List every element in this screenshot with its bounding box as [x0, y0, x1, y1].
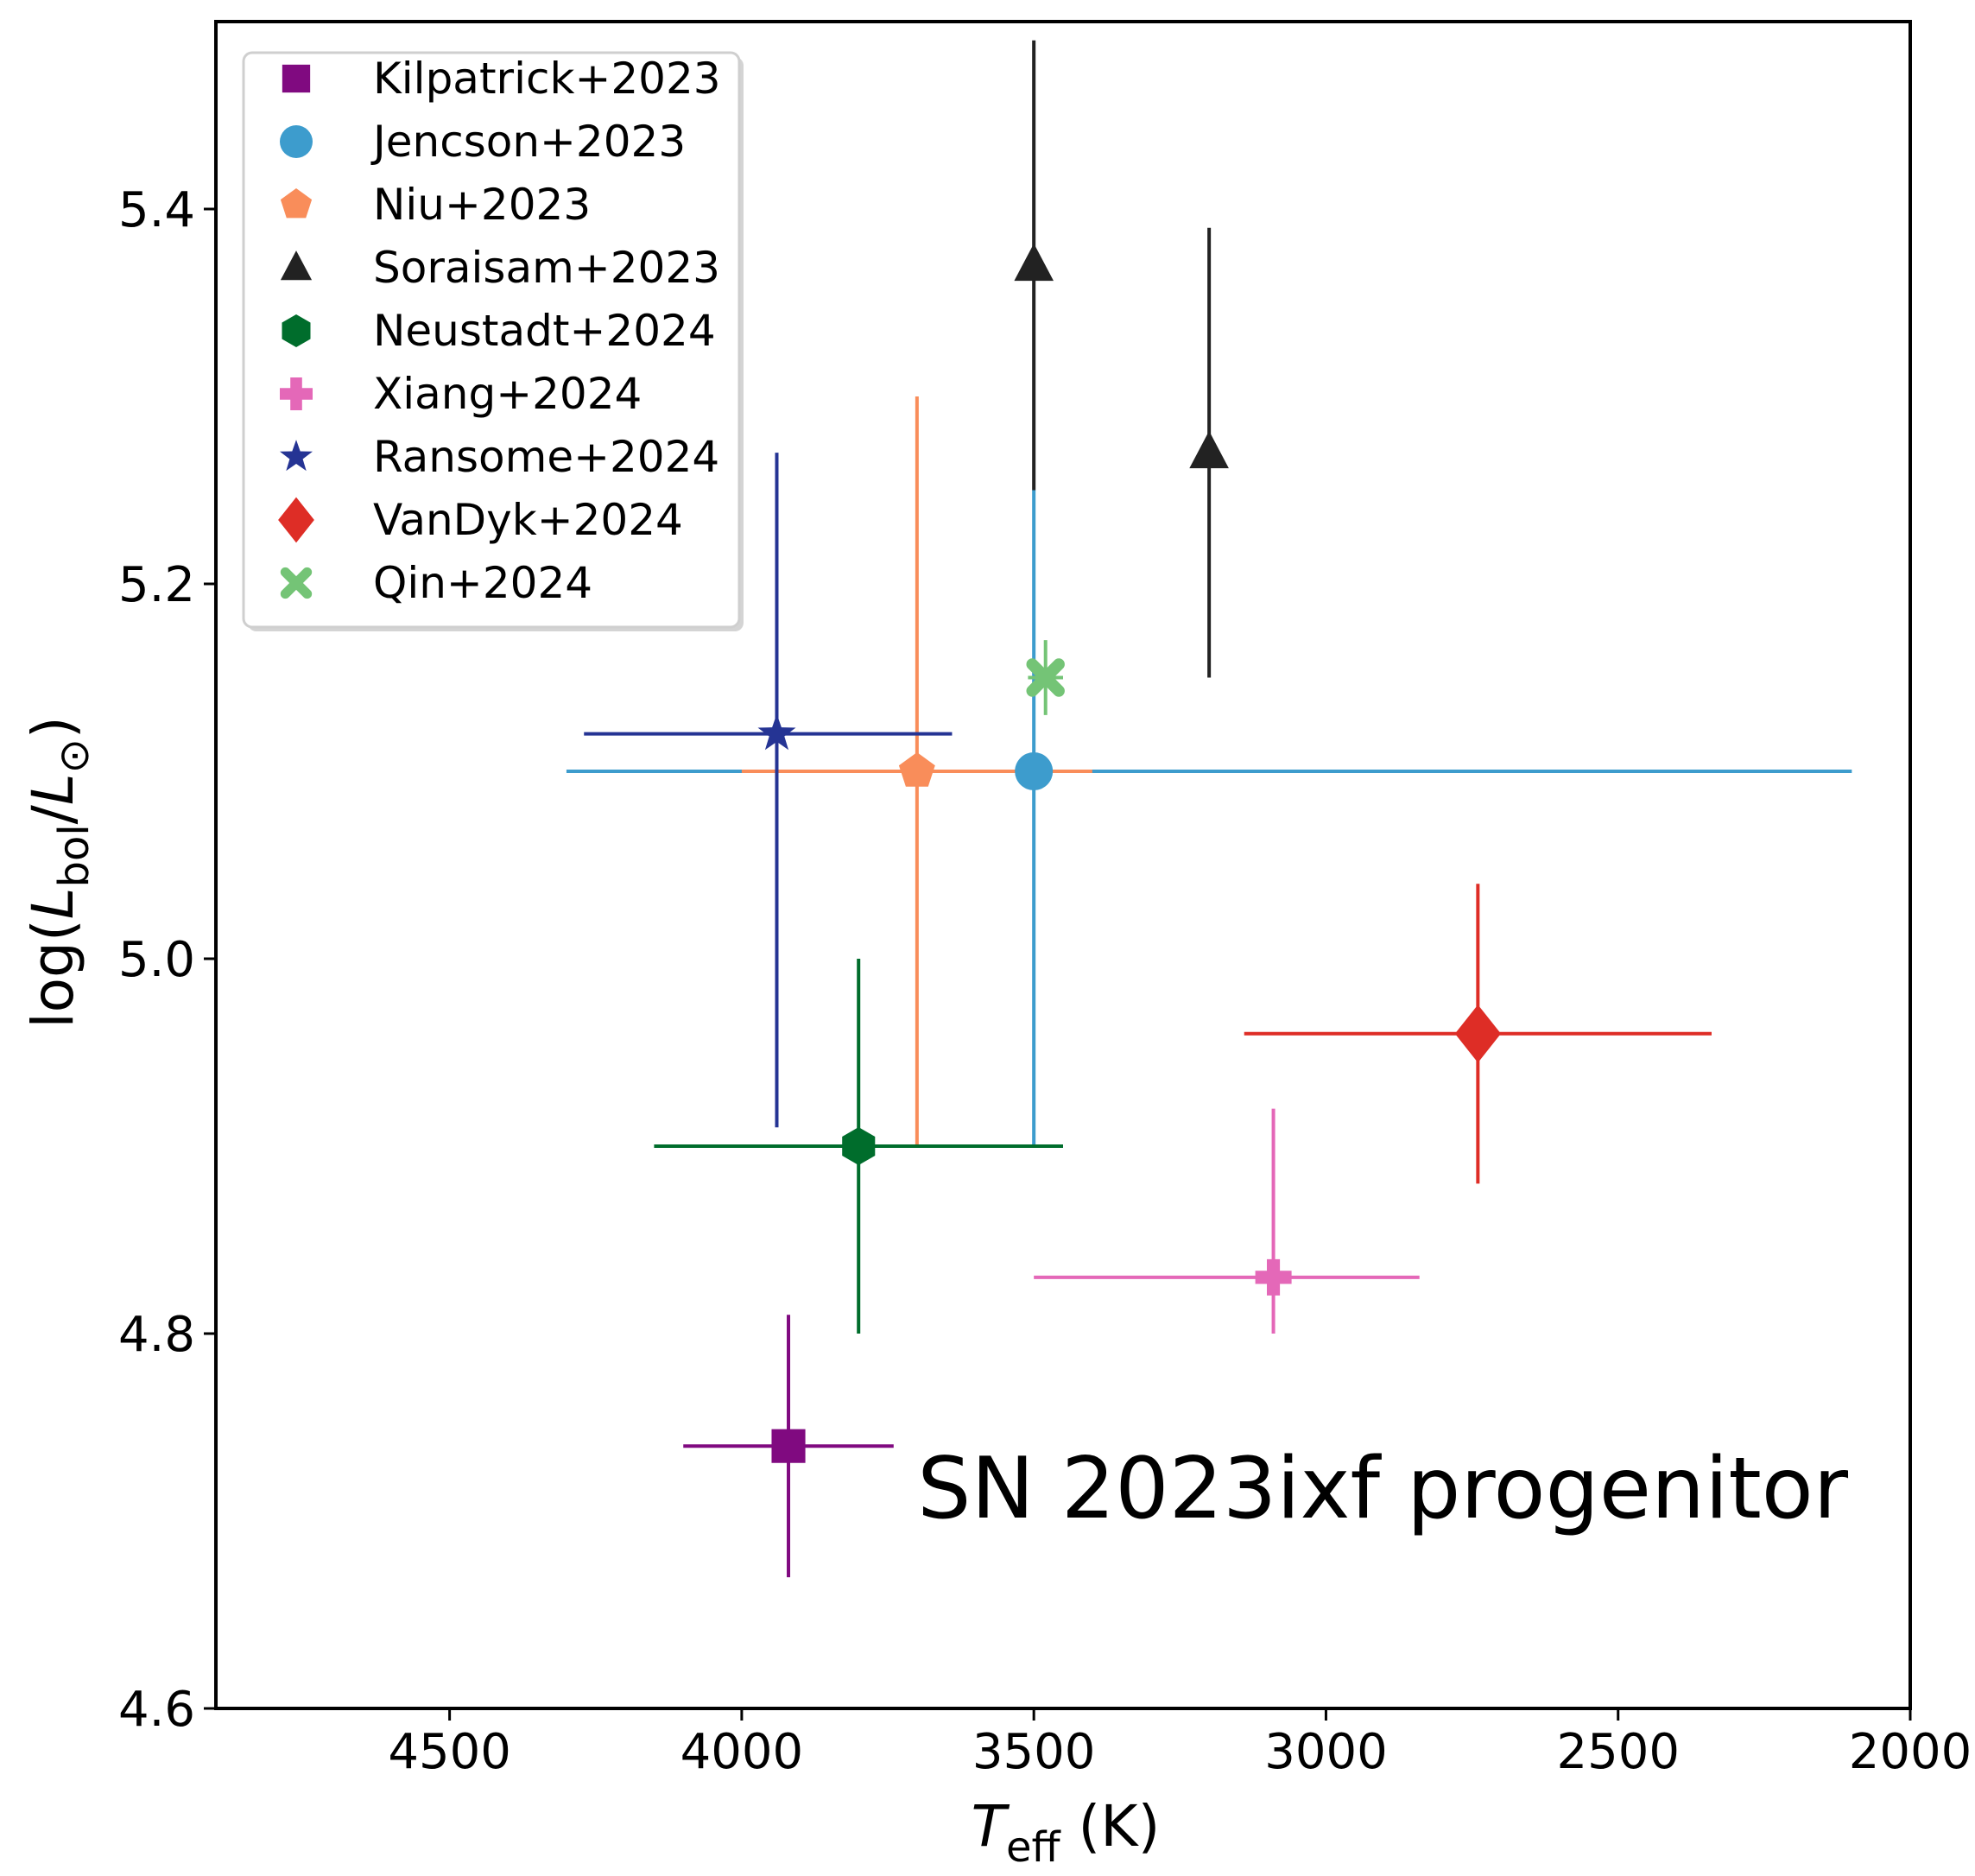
annotation-text: SN 2023ixf progenitor [917, 1440, 1848, 1538]
data-point [1015, 752, 1054, 790]
legend: Kilpatrick+2023 Jencson+2023 Niu+2023 Sorai… [242, 51, 744, 631]
x-tick-label: 3500 [972, 1724, 1096, 1780]
data-point [842, 1127, 876, 1165]
error-bars [566, 40, 1852, 1578]
data-point [1026, 658, 1065, 697]
legend-label: Ransome+2024 [373, 432, 719, 482]
legend-label: Soraisam+2023 [373, 243, 720, 293]
legend-marker [280, 377, 313, 410]
x-tick-label: 4500 [388, 1724, 511, 1780]
legend-label: Qin+2024 [373, 558, 592, 608]
y-axis-label: log(Lbol/L⊙) [20, 716, 98, 1028]
x-tick-label: 3000 [1264, 1724, 1388, 1780]
legend-label: Niu+2023 [373, 180, 591, 230]
data-point [771, 1429, 806, 1463]
plot-area [566, 40, 1852, 1578]
legend-label: Neustadt+2024 [373, 306, 716, 356]
legend-marker [282, 314, 311, 347]
x-marker-stroke [280, 567, 313, 599]
legend-marker [280, 250, 313, 281]
data-point [1014, 243, 1054, 282]
legend-label: Xiang+2024 [373, 369, 642, 419]
x-marker-stroke [1026, 658, 1065, 697]
data-point [1255, 1258, 1292, 1296]
x-axis: 4500 4000 3500 3000 2500 2000 [388, 1708, 1972, 1780]
legend-marker [280, 125, 313, 158]
legend-marker [280, 567, 313, 599]
data-point [898, 752, 935, 787]
x-axis-label: Teff (K) [972, 1793, 1161, 1872]
legend-label: VanDyk+2024 [373, 495, 683, 545]
data-point [1189, 430, 1229, 469]
data-point [1454, 1005, 1501, 1063]
legend-marker [280, 188, 313, 219]
x-tick-label: 4000 [680, 1724, 804, 1780]
y-tick-label: 5.0 [118, 932, 195, 988]
x-tick-label: 2000 [1849, 1724, 1972, 1780]
y-tick-label: 4.8 [118, 1307, 195, 1363]
y-tick-label: 5.2 [118, 557, 195, 613]
data-point [757, 713, 796, 751]
axes-frame [214, 20, 1912, 1710]
y-tick-label: 5.4 [118, 182, 195, 238]
markers [757, 243, 1501, 1463]
legend-label: Kilpatrick+2023 [373, 54, 721, 104]
x-tick-label: 2500 [1556, 1724, 1680, 1780]
legend-marker [278, 497, 314, 543]
legend-marker [282, 64, 311, 93]
y-axis: 4.6 4.8 5.0 5.2 5.4 [118, 182, 216, 1738]
legend-marker [280, 440, 313, 472]
y-tick-label: 4.6 [118, 1682, 195, 1738]
legend-label: Jencson+2023 [370, 117, 686, 167]
